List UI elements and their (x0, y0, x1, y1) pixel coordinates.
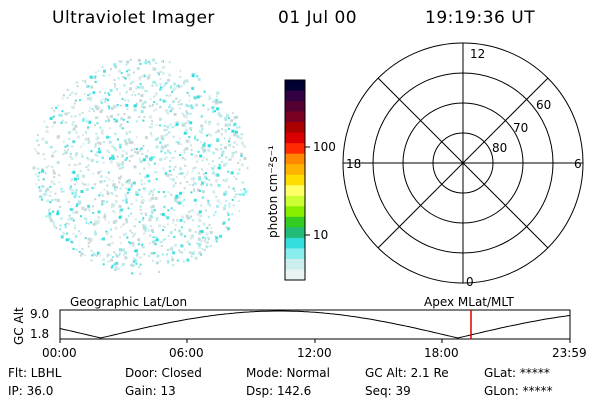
info-door: Door: Closed (125, 366, 202, 380)
altitude-xtick-1800: 18:00 (424, 346, 459, 360)
polar-label-70: 70 (513, 121, 529, 135)
colorbar-label-10: 10 (313, 228, 329, 242)
color-bar-segment (285, 227, 305, 239)
info-seq: Seq: 39 (365, 384, 411, 398)
colorbar-label-100: 100 (313, 140, 336, 154)
color-bar-segment (285, 237, 305, 249)
date-label: 01 Jul 00 (278, 8, 358, 28)
polar-label-80: 80 (492, 141, 508, 155)
color-bar-segment (285, 143, 305, 155)
altitude-ytick-1-8: 1.8 (30, 327, 50, 341)
info-gc-alt: GC Alt: 2.1 Re (365, 366, 449, 380)
time-label: 19:19:36 UT (425, 8, 536, 28)
color-bar-segment (285, 122, 305, 134)
color-bar-segment (285, 111, 305, 123)
color-bar-segment (285, 90, 305, 102)
info-ip: IP: 36.0 (8, 384, 54, 398)
info-filter: Flt: LBHL (8, 366, 62, 380)
color-bar-segment (285, 195, 305, 207)
polar-label-60: 60 (536, 98, 552, 112)
altitude-x-ticks (59, 339, 571, 343)
polar-diagonal-2 (377, 77, 549, 249)
altitude-xtick-2359: 23:59 (552, 346, 587, 360)
color-bar-segment (285, 206, 305, 218)
info-gain: Gain: 13 (125, 384, 176, 398)
altitude-ylabel: GC Alt (12, 307, 26, 345)
color-bar-segment (285, 80, 305, 92)
altitude-xtick-0600: 06:00 (169, 346, 204, 360)
color-bar-frame (284, 79, 306, 281)
color-bar (285, 80, 305, 281)
color-bar-segment (285, 132, 305, 144)
color-bar-segment (285, 101, 305, 113)
colorbar-unit-label: photon cm⁻²s⁻¹ (266, 145, 280, 238)
color-bar-segment (285, 216, 305, 228)
color-bar-segment (285, 185, 305, 197)
color-bar-segment (285, 153, 305, 165)
color-bar-segment (285, 269, 305, 281)
geographic-image (32, 58, 249, 275)
altitude-xtick-1200: 12:00 (297, 346, 332, 360)
left-panel-label: Geographic Lat/Lon (70, 295, 188, 309)
polar-label-18: 18 (346, 157, 362, 171)
altitude-ytick-9: 9.0 (30, 307, 50, 321)
color-bar-segment (285, 164, 305, 176)
color-bar-segment (285, 248, 305, 260)
color-bar-segment (285, 174, 305, 186)
instrument-title: Ultraviolet Imager (52, 8, 215, 28)
info-glon: GLon: ***** (484, 384, 553, 398)
info-dsp: Dsp: 142.6 (246, 384, 312, 398)
altitude-plot-frame (59, 309, 571, 340)
info-mode: Mode: Normal (246, 366, 330, 380)
color-bar-segment (285, 258, 305, 270)
altitude-xtick-0000: 00:00 (42, 346, 77, 360)
polar-label-6: 6 (574, 157, 582, 171)
altitude-curve (59, 310, 571, 339)
info-glat: GLat: ***** (484, 366, 550, 380)
polar-label-12: 12 (470, 47, 486, 61)
polar-label-0: 0 (466, 275, 474, 289)
polar-plot (342, 42, 584, 284)
right-panel-label: Apex MLat/MLT (424, 295, 514, 309)
